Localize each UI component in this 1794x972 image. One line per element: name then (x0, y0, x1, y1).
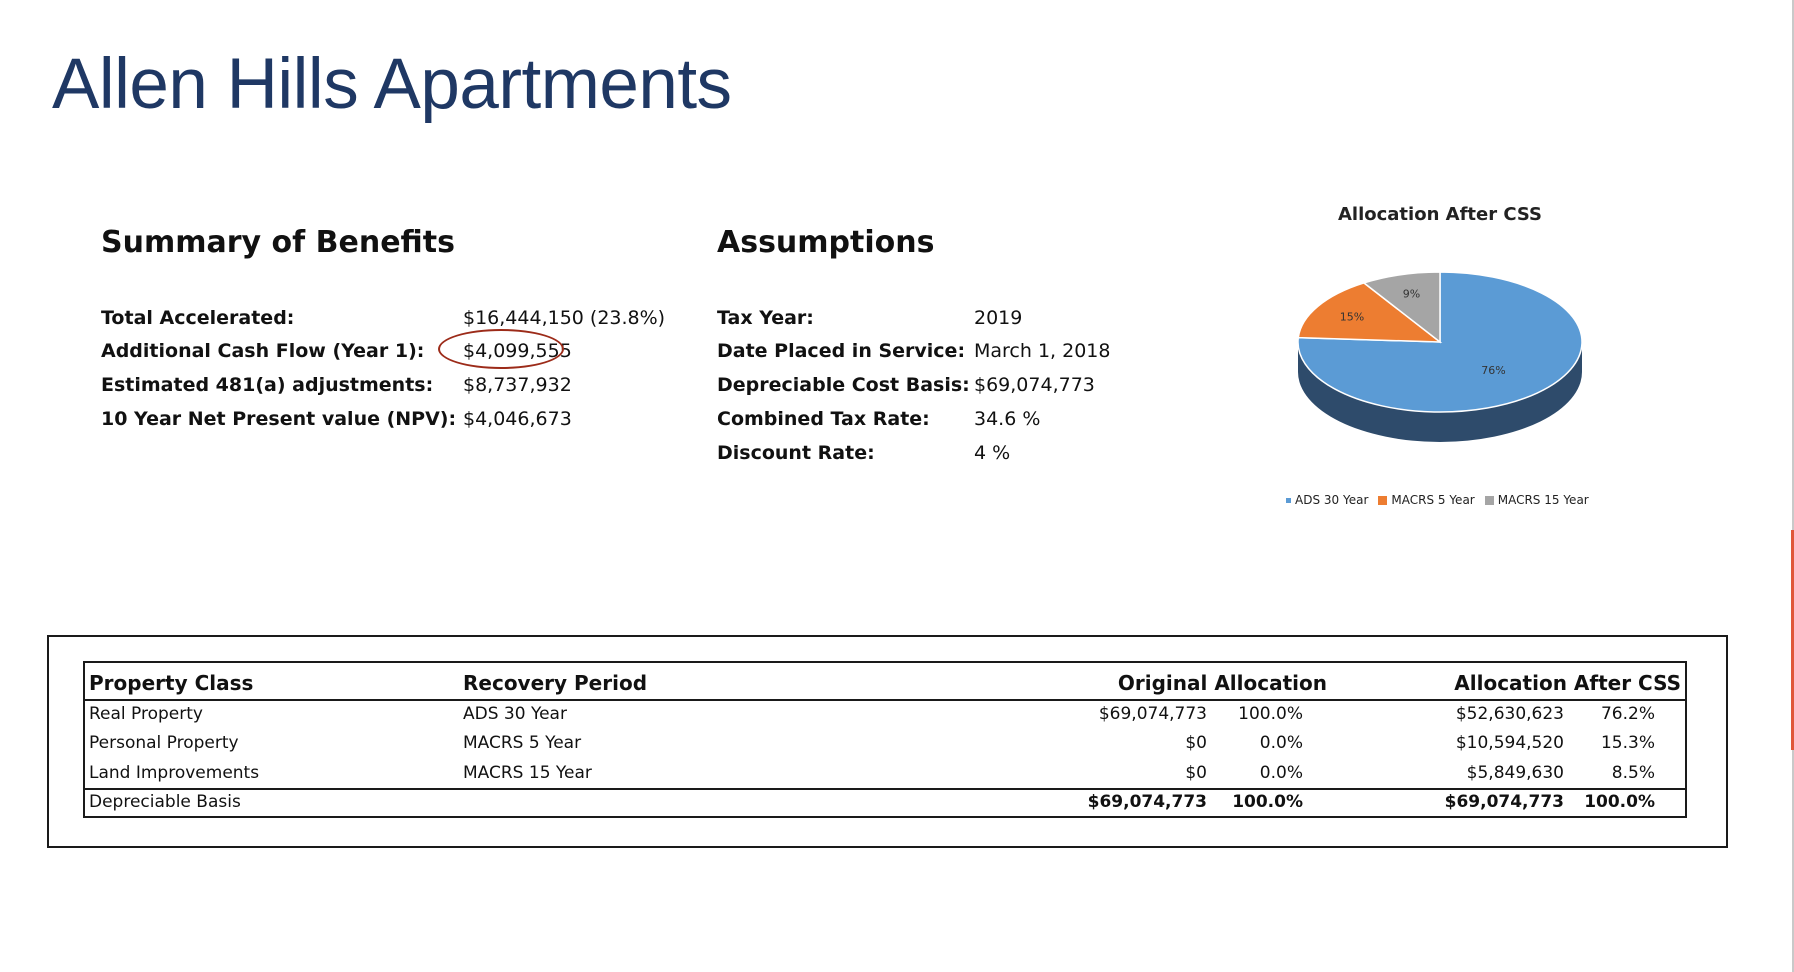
assumption-label: Date Placed in Service: (717, 340, 966, 362)
assumptions-heading: Assumptions (717, 225, 935, 260)
header-divider (85, 699, 1685, 701)
pie-data-label: 9% (1403, 288, 1420, 301)
cell-property-class: Personal Property (89, 733, 239, 753)
table-row: Real Property ADS 30 Year $69,074,773 10… (85, 704, 1685, 728)
cell-original-percent: 0.0% (1259, 763, 1303, 783)
pie-data-label: 76% (1481, 364, 1505, 377)
assumption-value: $69,074,773 (974, 374, 1095, 396)
table-row: Land Improvements MACRS 15 Year $0 0.0% … (85, 763, 1685, 787)
cell-original-amount: $0 (1185, 763, 1207, 783)
assumption-row: Discount Rate: 4 % (717, 438, 1417, 468)
cell-original-amount: $0 (1185, 733, 1207, 753)
assumption-row: Depreciable Cost Basis: $69,074,773 (717, 370, 1417, 400)
assumption-value: 4 % (974, 442, 1011, 464)
summary-row: Estimated 481(a) adjustments: $8,737,932 (101, 370, 801, 400)
assumption-row: Combined Tax Rate: 34.6 % (717, 404, 1417, 434)
assumption-row: Date Placed in Service: March 1, 2018 (717, 336, 1417, 366)
summary-label: 10 Year Net Present value (NPV): (101, 408, 457, 430)
cell-original-percent: 100.0% (1238, 704, 1303, 724)
assumption-value: 34.6 % (974, 408, 1041, 430)
header-original-allocation: Original Allocation (1117, 671, 1327, 695)
header-property-class: Property Class (89, 671, 254, 695)
table-total-row: Depreciable Basis $69,074,773 100.0% $69… (85, 792, 1685, 816)
summary-value: $4,046,673 (463, 408, 572, 430)
assumption-value: 2019 (974, 307, 1023, 329)
summary-value: $8,737,932 (463, 374, 572, 396)
slide-right-edge (1792, 0, 1794, 972)
legend-swatch (1484, 496, 1494, 505)
assumption-label: Discount Rate: (717, 442, 875, 464)
pie-slice (1297, 282, 1443, 343)
cell-property-class: Real Property (89, 704, 203, 724)
chart-legend: ADS 30 Year MACRS 5 Year MACRS 15 Year (1286, 493, 1599, 507)
slide-scroll-accent (1791, 530, 1794, 750)
assumption-label: Combined Tax Rate: (717, 408, 930, 430)
total-label: Depreciable Basis (89, 792, 241, 812)
allocation-table: Property Class Recovery Period Original … (83, 661, 1687, 818)
chart-title: Allocation After CSS (1337, 204, 1543, 225)
allocation-pie-chart: 76% 15% 9% (1297, 271, 1583, 442)
pie-slice-side (1298, 342, 1582, 442)
pie-data-label: 15% (1340, 310, 1364, 323)
total-original-amount: $69,074,773 (1087, 792, 1207, 812)
legend-item: ADS 30 Year (1286, 493, 1368, 507)
total-after-amount: $69,074,773 (1444, 792, 1564, 812)
summary-label: Total Accelerated: (101, 307, 295, 329)
cell-original-percent: 0.0% (1259, 733, 1303, 753)
cell-property-class: Land Improvements (89, 763, 260, 783)
assumption-row: Tax Year: 2019 (717, 303, 1417, 333)
header-recovery-period: Recovery Period (463, 671, 648, 695)
cell-after-amount: $52,630,623 (1455, 704, 1564, 724)
cell-recovery-period: MACRS 5 Year (463, 733, 582, 753)
cell-after-percent: 8.5% (1611, 763, 1655, 783)
allocation-table-frame (47, 635, 1728, 848)
header-allocation-after-css: Allocation After CSS (1454, 671, 1681, 695)
legend-label: MACRS 5 Year (1391, 493, 1475, 507)
cell-recovery-period: MACRS 15 Year (463, 763, 592, 783)
summary-label: Estimated 481(a) adjustments: (101, 374, 434, 396)
summary-label: Additional Cash Flow (Year 1): (101, 340, 425, 362)
assumption-label: Tax Year: (717, 307, 814, 329)
page-title: Allen Hills Apartments (52, 45, 732, 124)
pie-slice (1297, 271, 1583, 413)
total-divider (85, 788, 1685, 790)
pie-slice (1362, 271, 1441, 344)
summary-heading: Summary of Benefits (101, 225, 455, 260)
legend-swatch (1286, 498, 1291, 503)
cell-recovery-period: ADS 30 Year (463, 704, 567, 724)
summary-value: $16,444,150 (23.8%) (463, 307, 666, 329)
cell-after-percent: 76.2% (1600, 704, 1655, 724)
table-row: Personal Property MACRS 5 Year $0 0.0% $… (85, 733, 1685, 757)
table-header-row: Property Class Recovery Period Original … (85, 671, 1685, 697)
assumption-value: March 1, 2018 (974, 340, 1111, 362)
legend-label: ADS 30 Year (1295, 493, 1369, 507)
cell-original-amount: $69,074,773 (1098, 704, 1207, 724)
summary-row: 10 Year Net Present value (NPV): $4,046,… (101, 404, 801, 434)
legend-item: MACRS 15 Year (1484, 493, 1589, 507)
cell-after-percent: 15.3% (1600, 733, 1655, 753)
cell-after-amount: $5,849,630 (1466, 763, 1564, 783)
cell-after-amount: $10,594,520 (1455, 733, 1564, 753)
legend-item: MACRS 5 Year (1378, 493, 1475, 507)
total-after-percent: 100.0% (1584, 792, 1655, 812)
legend-swatch (1378, 496, 1388, 505)
assumption-label: Depreciable Cost Basis: (717, 374, 970, 396)
cash-flow-highlight-circle (438, 329, 564, 369)
total-original-percent: 100.0% (1232, 792, 1303, 812)
summary-row: Total Accelerated: $16,444,150 (23.8%) (101, 303, 801, 333)
legend-label: MACRS 15 Year (1497, 493, 1589, 507)
